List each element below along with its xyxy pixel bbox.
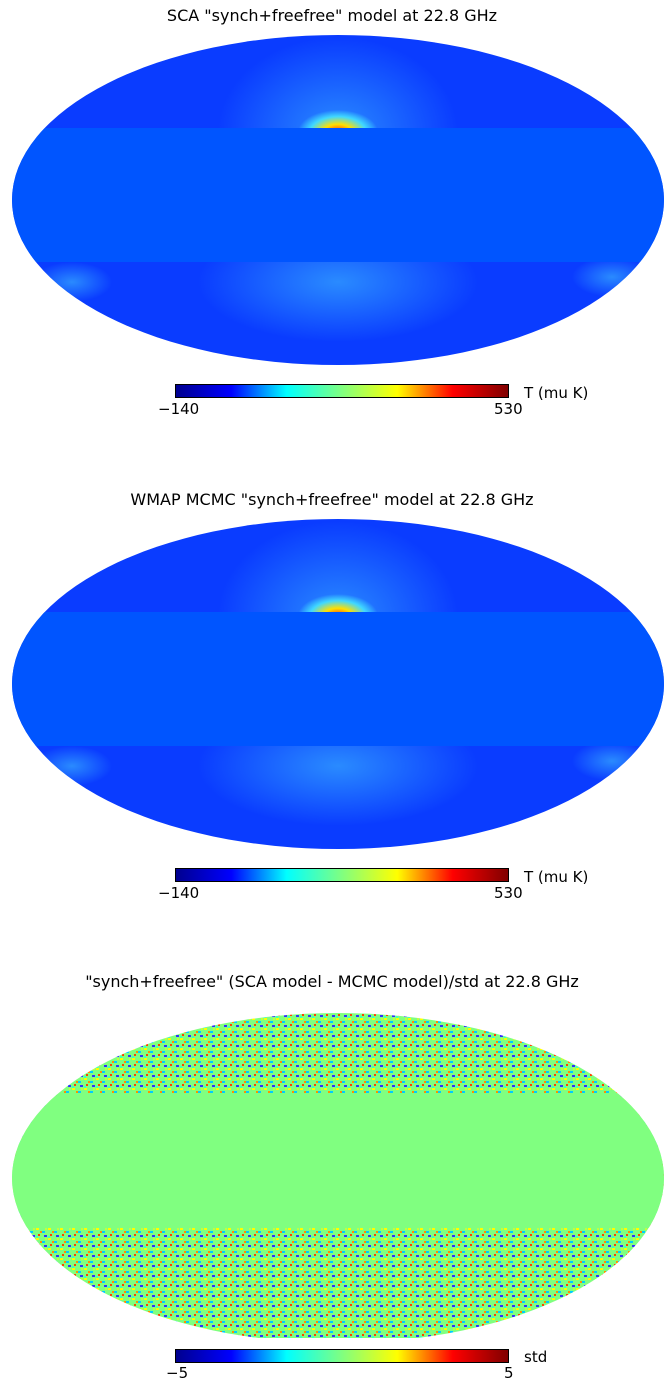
edge-emission-right [572,257,652,297]
colorbar-min: −5 [166,1364,189,1382]
colorbar-max: 530 [494,884,523,902]
edge-emission-right [572,741,652,781]
colorbar-min: −140 [158,400,200,418]
colorbar-min: −140 [158,884,200,902]
edge-emission-left [32,262,112,302]
colorbar [175,868,509,882]
colorbar-unit: std [524,1348,548,1366]
colorbar [175,1349,509,1363]
mollweide-map [12,1013,664,1338]
colorbar [175,384,509,398]
map-title: WMAP MCMC "synch+freefree" model at 22.8… [130,490,534,509]
colorbar-unit: T (mu K) [524,868,589,886]
mollweide-map [12,519,664,849]
map-panel-sca: SCA "synch+freefree" model at 22.8 GHz [0,6,664,426]
colorbar-max: 530 [494,400,523,418]
map-panel-mcmc: WMAP MCMC "synch+freefree" model at 22.8… [0,490,664,910]
edge-emission-left [32,746,112,786]
galactic-mask [12,612,664,746]
map-title: "synch+freefree" (SCA model - MCMC model… [85,972,579,991]
galactic-mask [12,1094,664,1228]
colorbar-max: 5 [504,1364,514,1382]
galactic-mask [12,128,664,262]
map-panel-difference: "synch+freefree" (SCA model - MCMC model… [0,972,664,1385]
colorbar-unit: T (mu K) [524,384,589,402]
map-title: SCA "synch+freefree" model at 22.8 GHz [166,6,498,25]
mollweide-map [12,35,664,365]
